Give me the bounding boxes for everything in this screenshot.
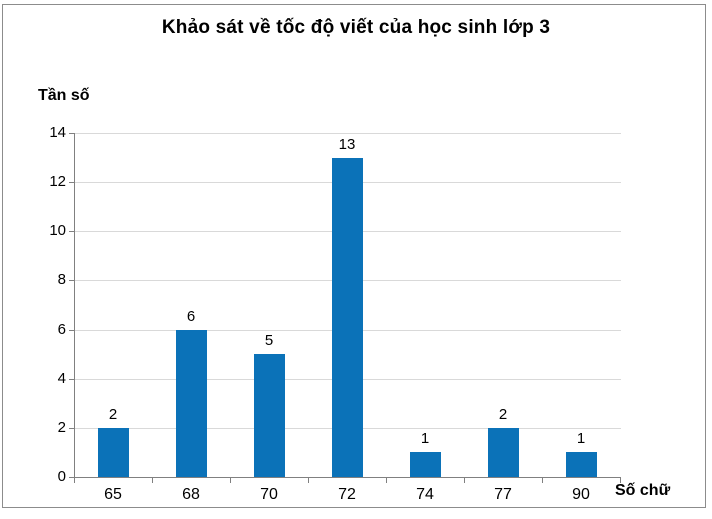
x-tick-mark [308, 478, 309, 483]
bar-value-label: 5 [264, 332, 274, 349]
y-axis-title: Tần số [38, 87, 90, 104]
y-tick-label: 8 [57, 271, 66, 288]
x-tick-label: 68 [182, 486, 200, 503]
y-tick-label: 10 [49, 222, 66, 239]
bar [97, 428, 129, 477]
y-tick-mark [69, 428, 74, 429]
y-tick-label: 6 [57, 321, 66, 338]
bar-value-label: 2 [498, 406, 508, 423]
y-axis-line [74, 133, 75, 477]
x-tick-label: 90 [572, 486, 590, 503]
y-tick-label: 4 [57, 370, 66, 387]
x-tick-label: 70 [260, 486, 278, 503]
bar [409, 452, 441, 477]
x-tick-mark [542, 478, 543, 483]
x-axis-title: Số chữ [615, 482, 671, 499]
bar-value-label: 6 [186, 308, 196, 325]
bar-value-label: 2 [108, 406, 118, 423]
y-tick-label: 0 [57, 468, 66, 485]
x-tick-mark [74, 478, 75, 483]
bar-value-label: 1 [420, 430, 430, 447]
bar-value-label: 1 [576, 430, 586, 447]
y-tick-mark [69, 133, 74, 134]
y-tick-mark [69, 330, 74, 331]
x-tick-mark [620, 478, 621, 483]
x-tick-mark [386, 478, 387, 483]
y-tick-mark [69, 280, 74, 281]
x-tick-label: 65 [104, 486, 122, 503]
y-tick-mark [69, 231, 74, 232]
bar [331, 158, 363, 477]
x-tick-label: 74 [416, 486, 434, 503]
bar [175, 330, 207, 477]
bar [253, 354, 285, 477]
x-tick-label: 77 [494, 486, 512, 503]
y-tick-mark [69, 477, 74, 478]
gridline [75, 133, 621, 134]
x-tick-mark [152, 478, 153, 483]
chart-title: Khảo sát về tốc độ viết của học sinh lớp… [161, 17, 551, 38]
x-tick-mark [230, 478, 231, 483]
y-tick-label: 12 [49, 173, 66, 190]
x-tick-label: 72 [338, 486, 356, 503]
bar [565, 452, 597, 477]
y-tick-label: 2 [57, 419, 66, 436]
y-tick-mark [69, 182, 74, 183]
y-tick-label: 14 [49, 124, 66, 141]
y-tick-mark [69, 379, 74, 380]
bar-value-label: 13 [338, 136, 356, 153]
x-axis-line [74, 477, 621, 478]
x-tick-mark [464, 478, 465, 483]
bar [487, 428, 519, 477]
